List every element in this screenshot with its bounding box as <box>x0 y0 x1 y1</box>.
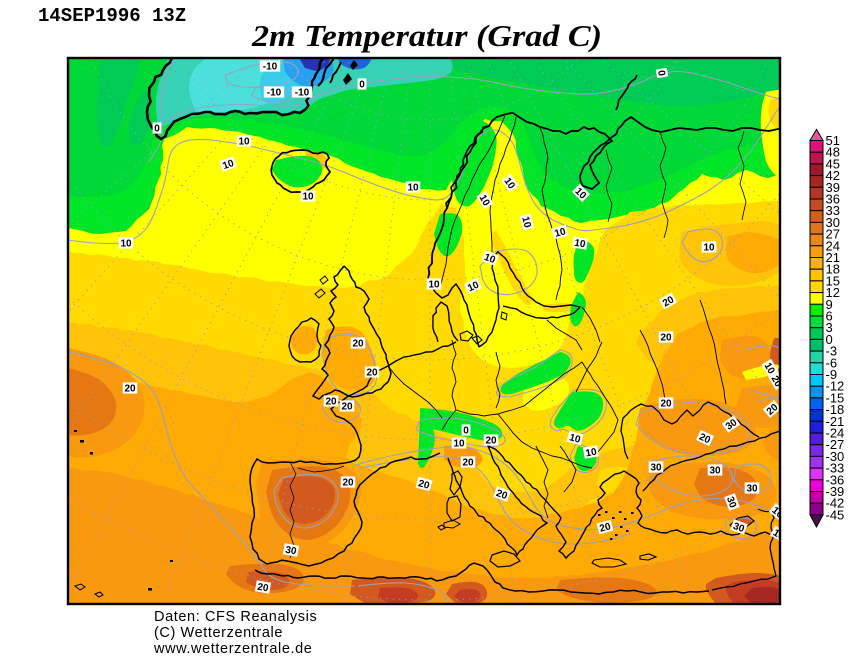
svg-text:20: 20 <box>765 402 781 418</box>
svg-text:0: 0 <box>359 80 365 91</box>
svg-text:-12: -12 <box>826 379 845 394</box>
svg-text:15: 15 <box>826 273 840 288</box>
svg-text:30: 30 <box>826 215 840 230</box>
svg-text:-10: -10 <box>267 88 282 99</box>
svg-text:10: 10 <box>483 252 498 266</box>
svg-text:-45: -45 <box>826 507 845 522</box>
svg-text:10: 10 <box>762 361 777 377</box>
svg-text:-36: -36 <box>826 472 845 487</box>
svg-text:30: 30 <box>732 521 747 535</box>
svg-text:20: 20 <box>124 384 136 395</box>
svg-text:42: 42 <box>826 168 840 183</box>
svg-text:20: 20 <box>661 294 677 309</box>
svg-text:-42: -42 <box>826 496 845 511</box>
svg-text:-6: -6 <box>826 355 838 370</box>
svg-text:20: 20 <box>485 436 497 447</box>
svg-text:27: 27 <box>826 227 840 242</box>
svg-text:30: 30 <box>284 545 297 558</box>
svg-text:20: 20 <box>352 339 364 350</box>
svg-text:-15: -15 <box>826 390 845 405</box>
svg-text:20: 20 <box>342 478 354 489</box>
svg-text:39: 39 <box>826 180 840 195</box>
svg-text:51: 51 <box>826 133 840 148</box>
svg-text:24: 24 <box>826 238 840 253</box>
svg-text:30: 30 <box>746 484 758 495</box>
svg-text:-10: -10 <box>295 88 310 99</box>
svg-text:9: 9 <box>826 297 833 312</box>
svg-text:10: 10 <box>238 137 250 148</box>
svg-text:20: 20 <box>462 458 474 469</box>
svg-text:10: 10 <box>477 193 492 209</box>
svg-text:14SEP1996 13Z: 14SEP1996 13Z <box>38 5 186 27</box>
svg-text:20: 20 <box>495 488 510 502</box>
svg-text:-3: -3 <box>826 344 838 359</box>
svg-text:20: 20 <box>366 368 378 379</box>
svg-text:20: 20 <box>256 582 269 595</box>
svg-text:3: 3 <box>826 320 833 335</box>
svg-text:0: 0 <box>463 426 469 437</box>
svg-text:-10: -10 <box>263 62 278 73</box>
svg-text:10: 10 <box>407 183 419 194</box>
svg-text:20: 20 <box>697 432 712 447</box>
svg-text:20: 20 <box>325 397 337 408</box>
svg-text:0: 0 <box>154 124 160 135</box>
svg-text:20: 20 <box>341 402 353 413</box>
svg-text:-9: -9 <box>826 367 838 382</box>
svg-text:12: 12 <box>826 285 840 300</box>
svg-text:20: 20 <box>769 374 784 390</box>
svg-text:(C) Wetterzentrale: (C) Wetterzentrale <box>154 625 283 641</box>
svg-text:10: 10 <box>703 243 715 254</box>
svg-text:-18: -18 <box>826 402 845 417</box>
svg-text:-33: -33 <box>826 461 845 476</box>
svg-text:45: 45 <box>826 156 840 171</box>
svg-text:30: 30 <box>650 463 662 474</box>
svg-text:20: 20 <box>598 521 612 535</box>
svg-text:10: 10 <box>466 279 481 294</box>
svg-text:-30: -30 <box>826 449 845 464</box>
svg-text:Daten: CFS Reanalysis: Daten: CFS Reanalysis <box>154 609 317 625</box>
svg-text:www.wetterzentrale.de: www.wetterzentrale.de <box>153 641 312 657</box>
svg-text:30: 30 <box>724 495 738 510</box>
svg-text:20: 20 <box>660 399 672 410</box>
svg-text:10: 10 <box>120 239 132 250</box>
svg-text:10: 10 <box>453 439 465 450</box>
svg-text:10: 10 <box>568 432 582 446</box>
svg-text:-24: -24 <box>826 426 845 441</box>
svg-text:10: 10 <box>769 505 785 521</box>
svg-text:-27: -27 <box>826 437 845 452</box>
svg-text:10: 10 <box>553 226 567 240</box>
svg-text:10: 10 <box>519 215 533 229</box>
svg-text:-21: -21 <box>826 414 845 429</box>
svg-text:6: 6 <box>826 309 833 324</box>
svg-text:-39: -39 <box>826 484 845 499</box>
svg-text:36: 36 <box>826 192 840 207</box>
svg-text:10: 10 <box>221 158 236 172</box>
svg-text:0: 0 <box>826 332 833 347</box>
svg-text:2m Temperatur (Grad C): 2m Temperatur (Grad C) <box>251 18 602 53</box>
svg-text:20: 20 <box>417 478 431 492</box>
svg-text:18: 18 <box>826 262 840 277</box>
svg-text:33: 33 <box>826 203 840 218</box>
svg-text:0: 0 <box>655 69 667 77</box>
svg-text:10: 10 <box>302 192 314 203</box>
svg-text:10: 10 <box>573 238 586 251</box>
svg-text:10: 10 <box>585 447 598 460</box>
svg-text:30: 30 <box>709 466 721 477</box>
svg-text:10: 10 <box>428 280 440 291</box>
svg-text:20: 20 <box>660 333 672 344</box>
svg-text:48: 48 <box>826 145 840 160</box>
svg-text:10: 10 <box>771 527 787 542</box>
svg-text:21: 21 <box>826 250 840 265</box>
